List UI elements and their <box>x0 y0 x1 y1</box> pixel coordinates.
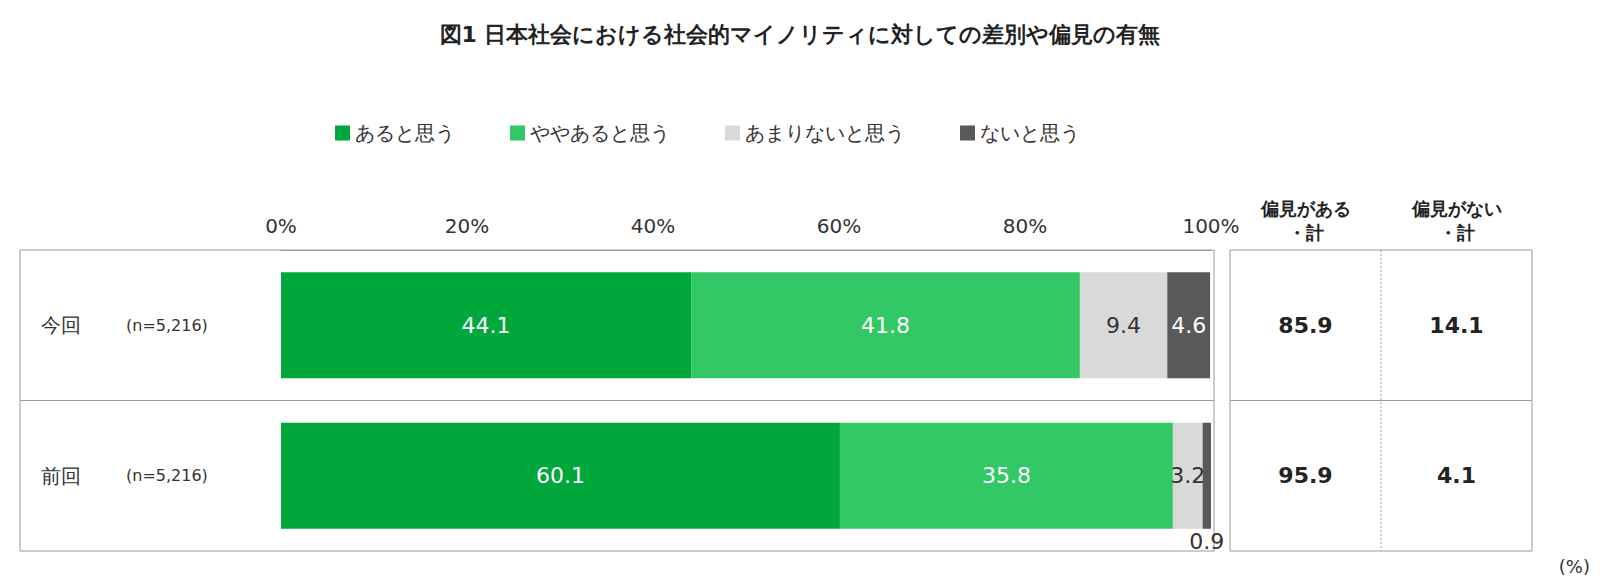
svg-text:44.1: 44.1 <box>462 313 511 338</box>
svg-text:(n=5,216): (n=5,216) <box>126 466 208 485</box>
svg-text:前回: 前回 <box>41 464 81 488</box>
svg-text:9.4: 9.4 <box>1106 313 1141 338</box>
svg-text:4.6: 4.6 <box>1171 313 1206 338</box>
svg-text:・計: ・計 <box>1439 222 1475 243</box>
svg-text:(n=5,216): (n=5,216) <box>126 316 208 335</box>
svg-text:3.2: 3.2 <box>1170 463 1205 488</box>
svg-text:80%: 80% <box>1003 214 1047 238</box>
svg-text:60.1: 60.1 <box>536 463 585 488</box>
svg-text:あまりないと思う: あまりないと思う <box>745 121 905 145</box>
svg-text:14.1: 14.1 <box>1429 313 1483 338</box>
svg-text:95.9: 95.9 <box>1278 463 1332 488</box>
svg-text:41.8: 41.8 <box>861 313 910 338</box>
svg-text:偏見がある: 偏見がある <box>1260 198 1351 219</box>
svg-text:・計: ・計 <box>1288 222 1324 243</box>
svg-text:0%: 0% <box>265 214 297 238</box>
svg-text:4.1: 4.1 <box>1437 463 1476 488</box>
svg-text:40%: 40% <box>631 214 675 238</box>
svg-text:今回: 今回 <box>41 313 81 337</box>
svg-text:35.8: 35.8 <box>982 463 1031 488</box>
svg-text:20%: 20% <box>445 214 489 238</box>
svg-text:(%): (%) <box>1559 556 1590 577</box>
svg-text:60%: 60% <box>817 214 861 238</box>
svg-text:0.9: 0.9 <box>1189 529 1224 554</box>
svg-text:図1 日本社会における社会的マイノリティに対しての差別や偏見: 図1 日本社会における社会的マイノリティに対しての差別や偏見の有無 <box>440 22 1161 47</box>
svg-text:100%: 100% <box>1182 214 1239 238</box>
svg-text:ややあると思う: ややあると思う <box>530 121 670 145</box>
svg-text:85.9: 85.9 <box>1278 313 1332 338</box>
svg-text:ないと思う: ないと思う <box>980 121 1080 145</box>
svg-text:あると思う: あると思う <box>355 121 455 145</box>
svg-text:偏見がない: 偏見がない <box>1411 198 1502 219</box>
